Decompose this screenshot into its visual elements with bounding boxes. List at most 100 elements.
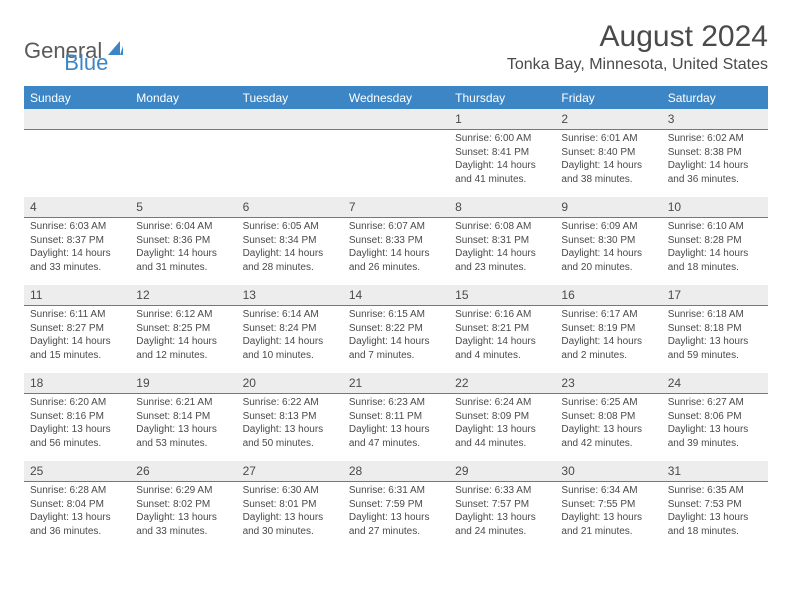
daylight-line: Daylight: 14 hours and 23 minutes.	[455, 247, 549, 274]
sunrise-line: Sunrise: 6:31 AM	[349, 484, 443, 498]
calendar-cell: 29Sunrise: 6:33 AMSunset: 7:57 PMDayligh…	[449, 461, 555, 549]
sunrise-line: Sunrise: 6:14 AM	[243, 308, 337, 322]
day-number: 19	[130, 373, 236, 393]
sunrise-line: Sunrise: 6:04 AM	[136, 220, 230, 234]
day-details: Sunrise: 6:09 AMSunset: 8:30 PMDaylight:…	[555, 218, 661, 278]
day-details: Sunrise: 6:15 AMSunset: 8:22 PMDaylight:…	[343, 306, 449, 366]
day-number-row: 7	[343, 197, 449, 218]
sunset-line: Sunset: 8:27 PM	[30, 322, 124, 336]
daylight-line: Daylight: 13 hours and 53 minutes.	[136, 423, 230, 450]
sunset-line: Sunset: 8:13 PM	[243, 410, 337, 424]
month-title: August 2024	[507, 20, 768, 54]
sunrise-line: Sunrise: 6:21 AM	[136, 396, 230, 410]
sunset-line: Sunset: 8:01 PM	[243, 498, 337, 512]
day-number-row: 4	[24, 197, 130, 218]
calendar-cell-blank	[237, 109, 343, 197]
calendar-cell: 10Sunrise: 6:10 AMSunset: 8:28 PMDayligh…	[662, 197, 768, 285]
day-number-row: 15	[449, 285, 555, 306]
calendar-cell: 17Sunrise: 6:18 AMSunset: 8:18 PMDayligh…	[662, 285, 768, 373]
daylight-line: Daylight: 14 hours and 33 minutes.	[30, 247, 124, 274]
day-details: Sunrise: 6:29 AMSunset: 8:02 PMDaylight:…	[130, 482, 236, 542]
sunset-line: Sunset: 8:02 PM	[136, 498, 230, 512]
day-number-blank	[237, 109, 343, 130]
day-details: Sunrise: 6:22 AMSunset: 8:13 PMDaylight:…	[237, 394, 343, 454]
daylight-line: Daylight: 14 hours and 31 minutes.	[136, 247, 230, 274]
day-number: 12	[130, 285, 236, 305]
sunset-line: Sunset: 8:09 PM	[455, 410, 549, 424]
sunset-line: Sunset: 8:04 PM	[30, 498, 124, 512]
daylight-line: Daylight: 14 hours and 18 minutes.	[668, 247, 762, 274]
day-number-row: 17	[662, 285, 768, 306]
day-number-row: 25	[24, 461, 130, 482]
day-number-row: 11	[24, 285, 130, 306]
daylight-line: Daylight: 13 hours and 36 minutes.	[30, 511, 124, 538]
sunset-line: Sunset: 7:59 PM	[349, 498, 443, 512]
day-number-row: 3	[662, 109, 768, 130]
sunrise-line: Sunrise: 6:18 AM	[668, 308, 762, 322]
day-details: Sunrise: 6:11 AMSunset: 8:27 PMDaylight:…	[24, 306, 130, 366]
day-details: Sunrise: 6:20 AMSunset: 8:16 PMDaylight:…	[24, 394, 130, 454]
calendar-cell: 31Sunrise: 6:35 AMSunset: 7:53 PMDayligh…	[662, 461, 768, 549]
sunrise-line: Sunrise: 6:27 AM	[668, 396, 762, 410]
day-details: Sunrise: 6:18 AMSunset: 8:18 PMDaylight:…	[662, 306, 768, 366]
day-number-row: 22	[449, 373, 555, 394]
weekday-sunday: Sunday	[24, 87, 130, 109]
day-number: 18	[24, 373, 130, 393]
title-block: August 2024 Tonka Bay, Minnesota, United…	[507, 20, 768, 74]
daylight-line: Daylight: 13 hours and 39 minutes.	[668, 423, 762, 450]
day-number-row: 28	[343, 461, 449, 482]
sunrise-line: Sunrise: 6:22 AM	[243, 396, 337, 410]
day-details: Sunrise: 6:00 AMSunset: 8:41 PMDaylight:…	[449, 130, 555, 190]
day-details: Sunrise: 6:27 AMSunset: 8:06 PMDaylight:…	[662, 394, 768, 454]
header: General Blue August 2024 Tonka Bay, Minn…	[24, 20, 768, 76]
daylight-line: Daylight: 14 hours and 20 minutes.	[561, 247, 655, 274]
sunset-line: Sunset: 8:14 PM	[136, 410, 230, 424]
day-number: 8	[449, 197, 555, 217]
daylight-line: Daylight: 13 hours and 42 minutes.	[561, 423, 655, 450]
calendar-cell: 7Sunrise: 6:07 AMSunset: 8:33 PMDaylight…	[343, 197, 449, 285]
weekday-wednesday: Wednesday	[343, 87, 449, 109]
day-number-row: 29	[449, 461, 555, 482]
day-number: 22	[449, 373, 555, 393]
sunrise-line: Sunrise: 6:28 AM	[30, 484, 124, 498]
daylight-line: Daylight: 14 hours and 26 minutes.	[349, 247, 443, 274]
calendar-cell: 13Sunrise: 6:14 AMSunset: 8:24 PMDayligh…	[237, 285, 343, 373]
day-number: 5	[130, 197, 236, 217]
day-details: Sunrise: 6:10 AMSunset: 8:28 PMDaylight:…	[662, 218, 768, 278]
day-number: 13	[237, 285, 343, 305]
calendar-cell: 23Sunrise: 6:25 AMSunset: 8:08 PMDayligh…	[555, 373, 661, 461]
day-number-row: 21	[343, 373, 449, 394]
day-number-row: 16	[555, 285, 661, 306]
sunrise-line: Sunrise: 6:30 AM	[243, 484, 337, 498]
sunrise-line: Sunrise: 6:35 AM	[668, 484, 762, 498]
day-number-row: 27	[237, 461, 343, 482]
sunrise-line: Sunrise: 6:25 AM	[561, 396, 655, 410]
day-number-row: 18	[24, 373, 130, 394]
calendar-cell: 11Sunrise: 6:11 AMSunset: 8:27 PMDayligh…	[24, 285, 130, 373]
day-number: 10	[662, 197, 768, 217]
calendar-cell: 15Sunrise: 6:16 AMSunset: 8:21 PMDayligh…	[449, 285, 555, 373]
day-details: Sunrise: 6:14 AMSunset: 8:24 PMDaylight:…	[237, 306, 343, 366]
daylight-line: Daylight: 14 hours and 4 minutes.	[455, 335, 549, 362]
calendar-cell: 1Sunrise: 6:00 AMSunset: 8:41 PMDaylight…	[449, 109, 555, 197]
sunrise-line: Sunrise: 6:01 AM	[561, 132, 655, 146]
logo-text-blue: Blue	[64, 50, 108, 76]
day-number-row: 2	[555, 109, 661, 130]
day-number-row: 8	[449, 197, 555, 218]
calendar-cell: 12Sunrise: 6:12 AMSunset: 8:25 PMDayligh…	[130, 285, 236, 373]
sunset-line: Sunset: 8:38 PM	[668, 146, 762, 160]
calendar-cell: 6Sunrise: 6:05 AMSunset: 8:34 PMDaylight…	[237, 197, 343, 285]
daylight-line: Daylight: 13 hours and 33 minutes.	[136, 511, 230, 538]
calendar-cell: 28Sunrise: 6:31 AMSunset: 7:59 PMDayligh…	[343, 461, 449, 549]
calendar-cell-blank	[130, 109, 236, 197]
daylight-line: Daylight: 14 hours and 12 minutes.	[136, 335, 230, 362]
sunset-line: Sunset: 8:30 PM	[561, 234, 655, 248]
day-details: Sunrise: 6:16 AMSunset: 8:21 PMDaylight:…	[449, 306, 555, 366]
weekday-friday: Friday	[555, 87, 661, 109]
calendar-cell: 18Sunrise: 6:20 AMSunset: 8:16 PMDayligh…	[24, 373, 130, 461]
daylight-line: Daylight: 13 hours and 18 minutes.	[668, 511, 762, 538]
day-number-row: 1	[449, 109, 555, 130]
sunset-line: Sunset: 8:06 PM	[668, 410, 762, 424]
day-number: 16	[555, 285, 661, 305]
sunset-line: Sunset: 8:41 PM	[455, 146, 549, 160]
